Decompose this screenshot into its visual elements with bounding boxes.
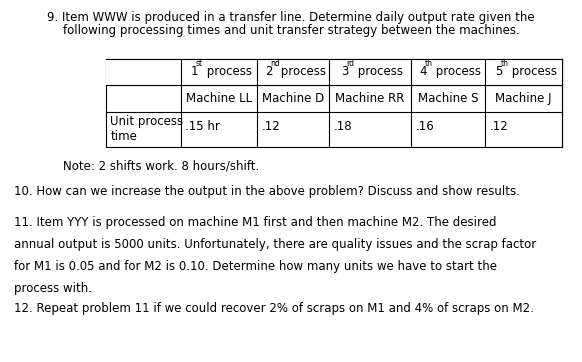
Text: 2nd process: 2nd process: [257, 66, 329, 79]
Text: th: th: [501, 59, 509, 68]
Text: 1: 1: [191, 66, 198, 79]
Text: time: time: [110, 130, 137, 143]
Text: Machine D: Machine D: [262, 92, 324, 105]
Text: 10. How can we increase the output in the above problem? Discuss and show result: 10. How can we increase the output in th…: [15, 185, 520, 198]
Text: process with.: process with.: [15, 282, 93, 295]
Text: 1st process: 1st process: [185, 66, 253, 79]
Text: rd: rd: [347, 59, 354, 68]
Text: process: process: [277, 66, 326, 79]
Text: 3rd process: 3rd process: [335, 66, 404, 79]
Text: Machine J: Machine J: [495, 92, 552, 105]
Text: 11. Item YYY is processed on machine M1 first and then machine M2. The desired: 11. Item YYY is processed on machine M1 …: [15, 216, 497, 230]
Text: process: process: [354, 66, 403, 79]
Text: 4th process: 4th process: [414, 66, 482, 79]
Text: .12: .12: [262, 119, 281, 132]
Text: .18: .18: [333, 119, 352, 132]
Text: 9. Item WWW is produced in a transfer line. Determine daily output rate given th: 9. Item WWW is produced in a transfer li…: [47, 11, 535, 24]
Text: for M1 is 0.05 and for M2 is 0.10. Determine how many units we have to start the: for M1 is 0.05 and for M2 is 0.10. Deter…: [15, 261, 498, 273]
Text: 12. Repeat problem 11 if we could recover 2% of scraps on M1 and 4% of scraps on: 12. Repeat problem 11 if we could recove…: [15, 302, 534, 315]
Text: annual output is 5000 units. Unfortunately, there are quality issues and the scr: annual output is 5000 units. Unfortunate…: [15, 239, 537, 252]
Text: 4: 4: [420, 66, 427, 79]
Text: following processing times and unit transfer strategy between the machines.: following processing times and unit tran…: [63, 24, 519, 37]
Text: st: st: [196, 59, 203, 68]
Text: Note: 2 shifts work. 8 hours/shift.: Note: 2 shifts work. 8 hours/shift.: [63, 160, 259, 173]
Text: process: process: [432, 66, 481, 79]
Text: Machine S: Machine S: [418, 92, 478, 105]
Text: nd: nd: [270, 59, 279, 68]
Text: process: process: [203, 66, 252, 79]
Text: 5th process: 5th process: [489, 66, 558, 79]
Text: .16: .16: [416, 119, 434, 132]
Text: 5: 5: [495, 66, 503, 79]
Text: Machine RR: Machine RR: [335, 92, 404, 105]
Text: process: process: [508, 66, 556, 79]
Text: Unit process: Unit process: [110, 115, 183, 129]
Text: Machine LL: Machine LL: [186, 92, 252, 105]
Bar: [105, 59, 562, 85]
Text: th: th: [425, 59, 433, 68]
Text: .15 hr: .15 hr: [186, 119, 221, 132]
Text: 3: 3: [342, 66, 349, 79]
Text: 2: 2: [265, 66, 272, 79]
Text: .12: .12: [490, 119, 509, 132]
